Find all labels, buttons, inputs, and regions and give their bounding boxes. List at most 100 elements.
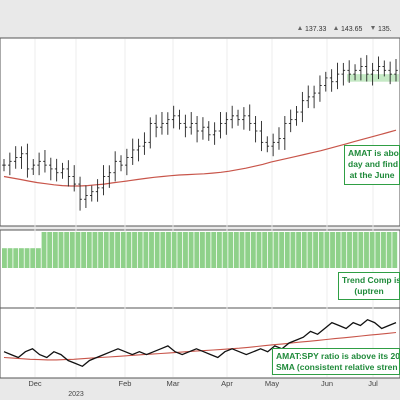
trend-bar — [256, 232, 262, 268]
trend-bar — [64, 232, 70, 268]
trend-bar — [41, 232, 47, 268]
trend-bar — [239, 232, 245, 268]
trend-bar — [137, 232, 143, 268]
trend-bar — [330, 232, 335, 268]
readout-3-value: 135. — [378, 26, 392, 33]
price-sma — [3, 129, 397, 187]
price-bar — [247, 104, 252, 131]
trend-bar — [47, 232, 53, 268]
price-bar — [259, 120, 264, 152]
down-arrow-icon — [371, 26, 375, 30]
price-bar — [288, 109, 293, 133]
price-bar — [66, 160, 71, 187]
price-bar — [148, 117, 153, 149]
trend-bar — [120, 232, 126, 268]
readout-1-value: 137.33 — [305, 26, 327, 33]
price-bar — [329, 69, 334, 92]
x-tick-label: Feb — [119, 379, 132, 388]
trend-bar — [115, 232, 120, 268]
price-bars — [2, 55, 398, 211]
trend-bar — [392, 232, 398, 268]
trend-bar — [166, 232, 171, 268]
trend-bar — [250, 232, 256, 268]
trend-bar — [273, 232, 279, 268]
readout-row: 137.33 143.65 135. — [298, 26, 392, 33]
trend-bar — [132, 232, 137, 268]
trend-bar — [279, 232, 285, 268]
price-bar — [347, 60, 351, 83]
trend-annotation: Trend Comp is (uptren — [338, 272, 400, 300]
trend-bar — [2, 248, 7, 268]
trend-bar — [364, 232, 369, 268]
trend-note-line-2: (uptren — [354, 286, 384, 296]
trend-bar — [126, 232, 132, 268]
trend-bar — [7, 248, 13, 268]
price-bar — [160, 112, 164, 135]
trend-bar — [284, 232, 290, 268]
trend-bar — [216, 232, 222, 268]
price-bar — [312, 85, 316, 109]
price-bar — [300, 91, 305, 123]
price-bar — [89, 185, 94, 202]
price-bar — [43, 149, 47, 173]
price-bar — [84, 185, 88, 208]
price-bar — [353, 64, 357, 81]
trend-bar — [341, 232, 347, 268]
trend-bar — [386, 232, 392, 268]
trend-bar — [143, 232, 149, 268]
price-annotation: AMAT is abo day and find at the June — [344, 145, 400, 185]
ratio-note-line-1: AMAT:SPY ratio is above its 20 — [276, 351, 400, 361]
price-sma-line — [3, 129, 397, 187]
x-tick-label: Jun — [321, 379, 333, 388]
price-bar — [388, 61, 392, 85]
trend-bar — [307, 232, 313, 268]
trend-bar — [58, 232, 64, 268]
trend-bar — [30, 248, 36, 268]
trend-bar — [245, 232, 251, 268]
trend-bar — [160, 232, 166, 268]
trend-bar — [200, 232, 205, 268]
price-bar — [382, 60, 387, 77]
trend-bar — [290, 232, 296, 268]
trend-bar — [211, 232, 217, 268]
trend-bar — [103, 232, 109, 268]
price-bar — [212, 122, 217, 145]
ratio-note-line-2: SMA (consistent relative stren — [276, 362, 398, 372]
readout-2: 143.65 — [334, 26, 363, 33]
up-arrow-icon — [334, 26, 338, 30]
price-bar — [101, 165, 106, 196]
price-bar — [271, 133, 275, 157]
trend-bar — [154, 232, 160, 268]
trend-composite-bars — [2, 232, 398, 268]
trend-bar — [262, 232, 268, 268]
readout-1: 137.33 — [298, 26, 327, 33]
trend-bar — [222, 232, 228, 268]
price-bar — [72, 165, 77, 192]
price-bar — [394, 58, 398, 82]
price-bar — [171, 105, 176, 129]
price-bar — [54, 158, 59, 182]
price-bar — [119, 155, 123, 172]
price-bar — [183, 114, 188, 138]
x-year-label: 2023 — [68, 391, 84, 398]
x-tick-label: Jul — [368, 379, 378, 388]
trend-bar — [267, 232, 273, 268]
price-bar — [95, 179, 100, 202]
trend-bar — [24, 248, 30, 268]
price-bar — [136, 138, 141, 162]
trend-bar — [375, 232, 381, 268]
price-bar — [364, 55, 369, 82]
trend-bar — [194, 232, 200, 268]
x-tick-label: Apr — [221, 379, 233, 388]
trend-bar — [171, 232, 177, 268]
trend-bar — [188, 232, 194, 268]
price-bar — [376, 56, 381, 80]
ratio-annotation: AMAT:SPY ratio is above its 20 SMA (cons… — [272, 348, 400, 375]
trend-bar — [324, 232, 330, 268]
price-panel — [0, 37, 400, 227]
trend-bar — [205, 232, 211, 268]
trend-bar — [109, 232, 115, 268]
price-bar — [323, 71, 328, 92]
price-bar — [218, 112, 223, 139]
x-axis: Dec Feb Mar Apr May Jun Jul 2023 — [28, 379, 378, 398]
